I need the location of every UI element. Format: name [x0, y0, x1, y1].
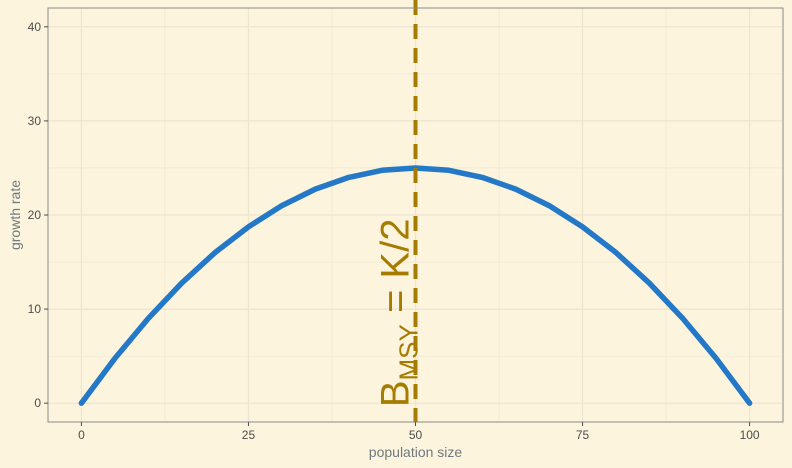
annot-equals-k: = K — [374, 252, 418, 325]
annot-subscript: MSY — [394, 324, 424, 380]
x-tick-label: 100 — [740, 428, 760, 442]
y-axis-title: growth rate — [7, 180, 23, 250]
y-tick-label: 30 — [28, 114, 42, 128]
x-tick-label: 50 — [409, 428, 423, 442]
annot-two: 2 — [374, 219, 418, 241]
y-tick-label: 0 — [34, 396, 41, 410]
bmsy-annotation: BMSY = K/2 — [374, 219, 424, 408]
annot-slash: / — [374, 240, 418, 252]
y-tick-label: 10 — [28, 302, 42, 316]
y-tick-label: 20 — [28, 208, 42, 222]
x-tick-label: 75 — [576, 428, 590, 442]
x-tick-label: 0 — [78, 428, 85, 442]
y-tick-label: 40 — [28, 20, 42, 34]
bmsy-annotation-text: BMSY = K/2 — [374, 219, 424, 408]
annot-base: B — [374, 380, 418, 407]
annotation-layer: BMSY = K/2 — [374, 219, 424, 408]
x-axis-title: population size — [369, 444, 463, 460]
axis-ticks — [44, 26, 751, 426]
axis-tick-labels: 0 25 50 75 100 0 10 20 30 40 — [28, 20, 760, 442]
x-tick-label: 25 — [242, 428, 256, 442]
